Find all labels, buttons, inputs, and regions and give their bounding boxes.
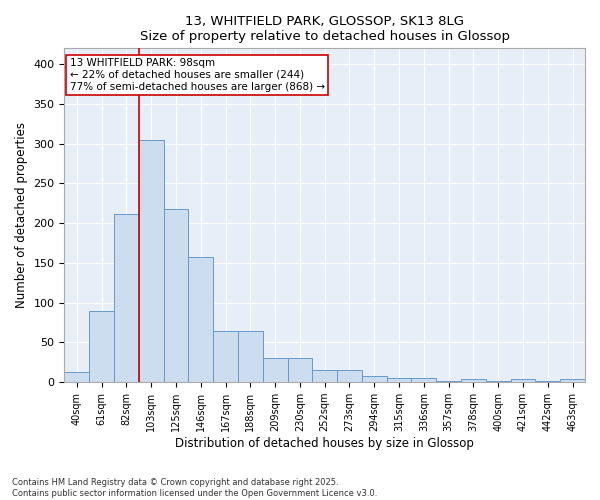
Bar xyxy=(560,379,585,382)
Y-axis label: Number of detached properties: Number of detached properties xyxy=(15,122,28,308)
X-axis label: Distribution of detached houses by size in Glossop: Distribution of detached houses by size … xyxy=(175,437,474,450)
Bar xyxy=(535,380,560,382)
Bar xyxy=(362,376,386,382)
Title: 13, WHITFIELD PARK, GLOSSOP, SK13 8LG
Size of property relative to detached hous: 13, WHITFIELD PARK, GLOSSOP, SK13 8LG Si… xyxy=(140,15,510,43)
Bar xyxy=(436,380,461,382)
Bar xyxy=(486,380,511,382)
Bar xyxy=(114,214,139,382)
Bar xyxy=(511,379,535,382)
Bar xyxy=(89,310,114,382)
Bar xyxy=(164,209,188,382)
Bar xyxy=(238,330,263,382)
Bar xyxy=(213,330,238,382)
Bar xyxy=(139,140,164,382)
Bar xyxy=(386,378,412,382)
Bar xyxy=(461,379,486,382)
Bar xyxy=(64,372,89,382)
Bar xyxy=(313,370,337,382)
Text: 13 WHITFIELD PARK: 98sqm
← 22% of detached houses are smaller (244)
77% of semi-: 13 WHITFIELD PARK: 98sqm ← 22% of detach… xyxy=(70,58,325,92)
Bar xyxy=(263,358,287,382)
Bar xyxy=(287,358,313,382)
Bar xyxy=(412,378,436,382)
Bar xyxy=(188,256,213,382)
Text: Contains HM Land Registry data © Crown copyright and database right 2025.
Contai: Contains HM Land Registry data © Crown c… xyxy=(12,478,377,498)
Bar xyxy=(337,370,362,382)
